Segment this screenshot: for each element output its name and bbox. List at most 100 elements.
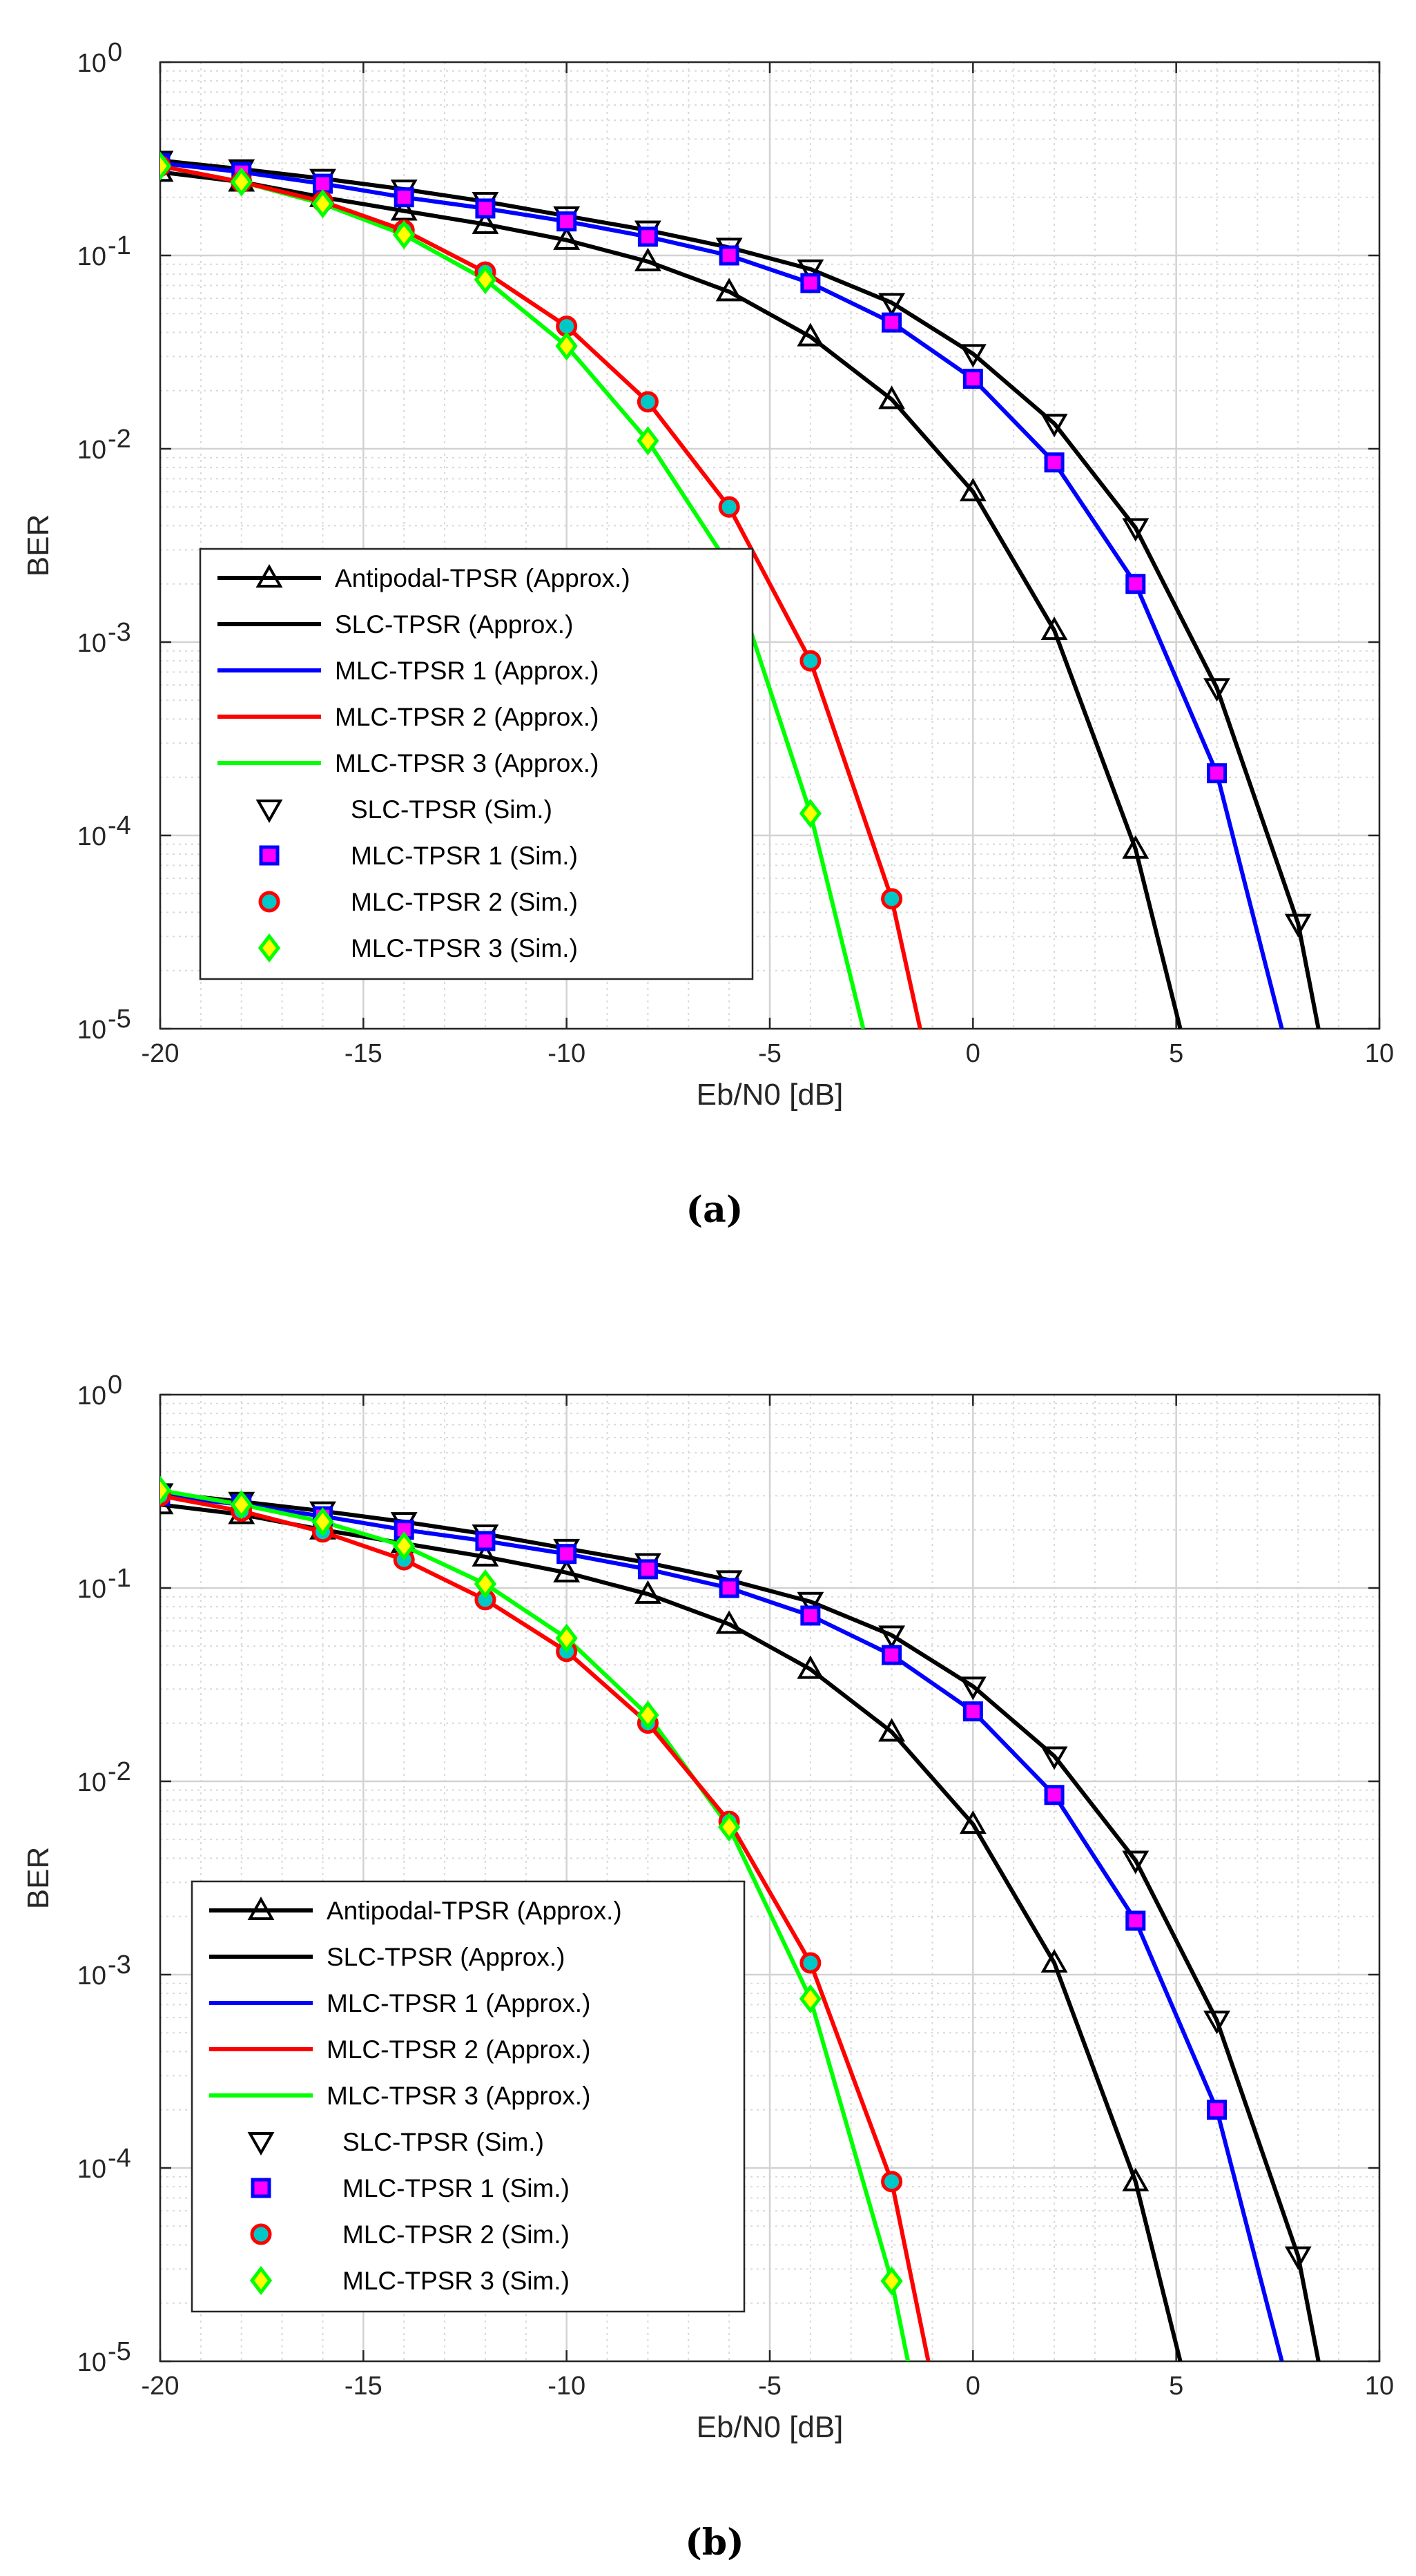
data-point <box>799 1984 822 2014</box>
y-tick-exponent: -1 <box>108 1564 131 1593</box>
legend-label: MLC-TPSR 2 (Approx.) <box>335 703 599 731</box>
y-axis-label: BER <box>21 514 55 577</box>
y-tick-base: 10 <box>77 436 106 465</box>
data-point <box>878 1718 906 1742</box>
y-axis-label: BER <box>21 1847 55 1909</box>
x-tick-label: -10 <box>547 2372 585 2401</box>
data-point <box>878 293 906 317</box>
y-tick-base: 10 <box>77 2348 106 2377</box>
legend-dot <box>259 1955 263 1959</box>
data-point <box>160 151 172 181</box>
x-tick-label: 5 <box>1169 1039 1183 1068</box>
x-tick-label: -5 <box>758 1039 782 1068</box>
data-point <box>1122 2167 1150 2191</box>
data-point <box>474 1569 497 1599</box>
data-point <box>160 1475 172 1505</box>
y-tick-label: 10 0 <box>77 1371 122 1411</box>
legend-label: MLC-TPSR 2 (Sim.) <box>351 888 578 916</box>
data-point <box>311 189 334 219</box>
y-tick-exponent: -3 <box>108 1950 131 1979</box>
data-point <box>882 312 902 333</box>
data-point <box>715 1610 743 1634</box>
x-tick-label: 10 <box>1365 2372 1394 2401</box>
x-tick-label: -20 <box>142 2372 180 2401</box>
data-point <box>715 278 743 302</box>
legend-label: MLC-TPSR 3 (Approx.) <box>335 749 599 777</box>
data-point <box>1044 452 1065 473</box>
legend-item: MLC-TPSR 1 (Sim.) <box>259 842 578 870</box>
data-point <box>634 247 661 271</box>
data-point <box>959 344 987 368</box>
legend-label: MLC-TPSR 3 (Sim.) <box>342 2267 570 2295</box>
y-tick-label: 10 -2 <box>77 425 131 465</box>
data-point <box>1040 1746 1068 1770</box>
legend-dot <box>259 2093 263 2098</box>
legend-item: MLC-TPSR 1 (Approx.) <box>209 1989 590 2017</box>
data-point <box>881 888 903 910</box>
series-line <box>160 170 1183 1029</box>
legend-item: SLC-TPSR (Sim.) <box>247 2128 544 2156</box>
data-point <box>637 1701 659 1730</box>
legend-label: SLC-TPSR (Sim.) <box>342 2128 544 2156</box>
series-group <box>160 1475 1321 2361</box>
data-point <box>797 1591 824 1616</box>
legend-label: MLC-TPSR 2 (Sim.) <box>342 2220 570 2249</box>
data-point <box>1122 1850 1150 1875</box>
x-axis-label: Eb/N0 [dB] <box>697 2410 844 2444</box>
data-point <box>1122 835 1150 859</box>
y-tick-label: 10 -2 <box>77 1757 131 1797</box>
legend-item: MLC-TPSR 3 (Approx.) <box>217 749 599 777</box>
data-point <box>719 245 739 266</box>
y-tick-base: 10 <box>77 2155 106 2184</box>
series-group <box>160 151 1321 1029</box>
legend-label: SLC-TPSR (Sim.) <box>351 795 552 824</box>
data-point <box>312 173 333 194</box>
data-point <box>800 273 821 293</box>
legend: Antipodal-TPSR (Approx.) SLC-TPSR (Approx… <box>199 548 754 980</box>
y-tick-label: 10 -3 <box>77 1950 131 1991</box>
y-tick-label: 10 -5 <box>77 1005 131 1045</box>
legend: Antipodal-TPSR (Approx.) SLC-TPSR (Approx… <box>191 1880 746 2313</box>
legend-dot <box>267 761 271 765</box>
data-point <box>637 226 658 247</box>
tick-marks <box>159 1393 1381 2363</box>
y-tick-label: 10 0 <box>77 38 122 78</box>
data-point <box>553 1558 581 1582</box>
legend-marker <box>255 800 283 824</box>
y-tick-base: 10 <box>77 1768 106 1797</box>
data-point <box>878 1625 906 1649</box>
data-point <box>1207 2100 1228 2120</box>
legend-label: MLC-TPSR 1 (Approx.) <box>335 657 599 685</box>
data-point <box>637 1559 658 1580</box>
data-point <box>393 1531 416 1561</box>
data-point <box>634 1580 661 1604</box>
data-point <box>717 1812 741 1842</box>
data-point <box>311 1507 334 1537</box>
legend-dot <box>267 668 271 672</box>
data-point <box>1203 2011 1230 2035</box>
data-point <box>959 1810 987 1834</box>
legend-dot <box>259 2001 263 2005</box>
legend-label: Antipodal-TPSR (Approx.) <box>335 564 630 592</box>
data-point <box>394 187 414 208</box>
legend-label: SLC-TPSR (Approx.) <box>327 1943 565 1971</box>
figure-caption: (b) <box>685 2521 744 2564</box>
series-line <box>160 158 1321 1029</box>
data-point <box>719 1578 739 1598</box>
data-point <box>472 210 499 234</box>
data-point <box>962 1701 983 1722</box>
x-tick-label: 10 <box>1365 1039 1394 1068</box>
data-point <box>1040 414 1068 438</box>
legend-marker <box>258 891 280 913</box>
legend-marker <box>251 2178 271 2198</box>
legend-dot <box>259 2047 263 2051</box>
legend-item: MLC-TPSR 3 (Approx.) <box>209 2082 590 2110</box>
data-point <box>553 226 581 250</box>
data-point <box>1040 616 1068 641</box>
data-point <box>393 220 416 250</box>
data-point <box>637 391 659 413</box>
legend-marker <box>247 2132 275 2156</box>
series-line <box>160 1502 1183 2361</box>
legend-dot <box>267 715 271 719</box>
